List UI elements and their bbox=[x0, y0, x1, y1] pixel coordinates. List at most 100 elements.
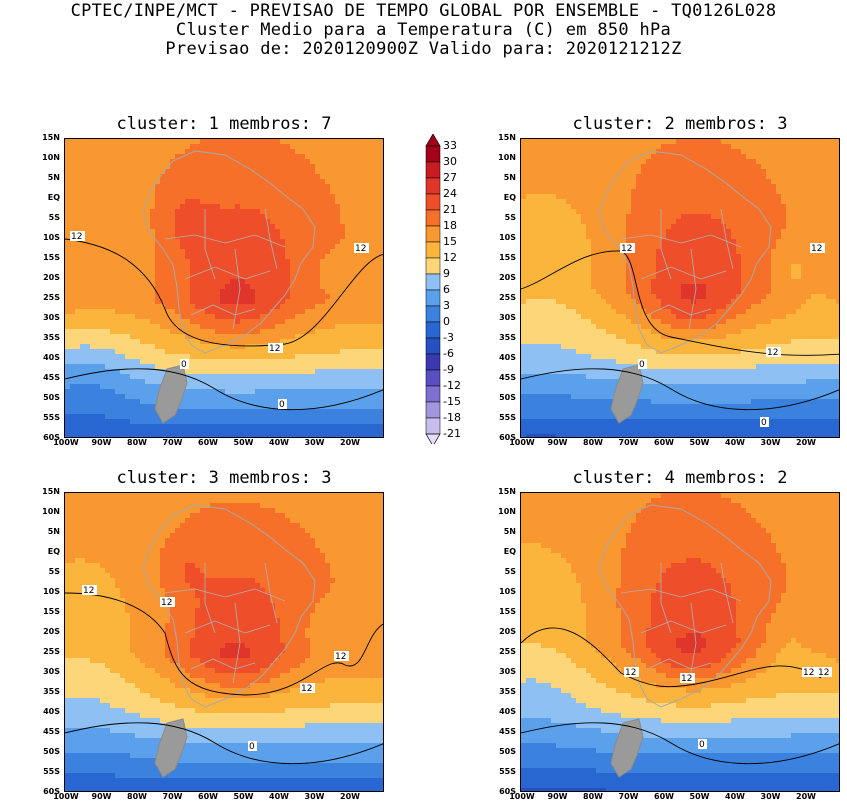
country-border bbox=[264, 562, 278, 624]
latitude-tick-label: 10S bbox=[499, 233, 516, 242]
map-panel-cluster-1: 12 12 12 0 0 bbox=[64, 138, 384, 438]
country-border bbox=[190, 658, 256, 670]
longitude-tick-label: 90W bbox=[547, 792, 568, 801]
colorbar-tick-label: 9 bbox=[443, 267, 450, 280]
country-border bbox=[720, 562, 734, 624]
latitude-tick-label: 60S bbox=[43, 787, 60, 796]
colorbar-tick-label: 24 bbox=[443, 187, 457, 200]
colorbar-swatch bbox=[425, 369, 441, 387]
colorbar-swatch bbox=[425, 305, 441, 323]
colorbar-swatch bbox=[425, 241, 441, 259]
longitude-tick-label: 40W bbox=[269, 792, 289, 801]
latitude-tick-label: 15N bbox=[42, 487, 60, 496]
longitude-tick-label: 70W bbox=[618, 792, 639, 801]
contour-label: 12 bbox=[71, 232, 82, 242]
map-panel-cluster-3: 12 12 12 12 0 bbox=[64, 492, 384, 792]
panel-title-1: cluster: 1 membros: 7 bbox=[116, 114, 332, 134]
contour-label: 12 bbox=[621, 244, 632, 254]
longitude-tick-label: 80W bbox=[583, 792, 603, 801]
panel-title-3: cluster: 3 membros: 3 bbox=[116, 468, 332, 488]
longitude-tick-label: 20W bbox=[340, 792, 360, 801]
latitude-tick-label: 55S bbox=[499, 767, 516, 776]
colorbar-swatch bbox=[425, 385, 441, 403]
latitude-tick-label: 60S bbox=[499, 433, 516, 442]
latitude-tick-label: 60S bbox=[43, 433, 60, 442]
latitude-tick-label: 5S bbox=[48, 567, 60, 576]
latitude-tick-label: 15S bbox=[43, 253, 60, 262]
contour-12C bbox=[65, 238, 383, 347]
contour-label: 12 bbox=[681, 674, 692, 684]
patagonia-landmass bbox=[610, 718, 644, 778]
contour-12C bbox=[521, 250, 839, 356]
colorbar-swatch bbox=[425, 209, 441, 227]
latitude-tick-label: 40S bbox=[499, 707, 516, 716]
longitude-tick-label: 60W bbox=[198, 792, 218, 801]
colorbar-tick-label: 21 bbox=[443, 203, 457, 216]
longitude-tick-label: 70W bbox=[162, 438, 183, 447]
longitude-tick-label: 100W bbox=[509, 792, 535, 801]
latitude-tick-label: 15N bbox=[42, 133, 60, 142]
longitude-tick-label: 90W bbox=[91, 792, 112, 801]
country-border bbox=[646, 658, 712, 670]
header-line-2: Cluster Medio para a Temperatura (C) em … bbox=[175, 20, 672, 40]
longitude-tick-label: 50W bbox=[233, 792, 254, 801]
contour-12C bbox=[521, 627, 822, 688]
latitude-tick-label: 50S bbox=[43, 747, 60, 756]
longitude-tick-label: 30W bbox=[304, 792, 325, 801]
longitude-tick-label: 50W bbox=[233, 438, 254, 447]
colorbar-swatch bbox=[425, 225, 441, 243]
longitude-tick-label: 100W bbox=[53, 438, 79, 447]
contour-label: 12 bbox=[269, 344, 280, 354]
country-border bbox=[190, 304, 256, 316]
longitude-tick-label: 90W bbox=[91, 438, 112, 447]
latitude-tick-label: 35S bbox=[499, 687, 516, 696]
latitude-tick-label: EQ bbox=[47, 547, 60, 556]
longitude-tick-label: 30W bbox=[760, 792, 781, 801]
colorbar-swatch bbox=[425, 193, 441, 211]
country-border bbox=[640, 620, 727, 634]
country-border bbox=[232, 248, 241, 330]
colorbar-swatch bbox=[425, 257, 441, 275]
latitude-tick-label: 35S bbox=[499, 333, 516, 342]
colorbar-tick-label: 33 bbox=[443, 139, 457, 152]
latitude-tick-label: 20S bbox=[43, 273, 60, 282]
longitude-tick-label: 100W bbox=[53, 792, 79, 801]
longitude-tick-label: 20W bbox=[796, 792, 816, 801]
longitude-tick-label: 70W bbox=[618, 438, 639, 447]
patagonia-landmass bbox=[154, 364, 188, 424]
colorbar-swatch bbox=[425, 145, 441, 163]
colorbar-swatch bbox=[425, 417, 441, 435]
latitude-tick-label: 30S bbox=[43, 667, 60, 676]
latitude-tick-label: EQ bbox=[47, 193, 60, 202]
latitude-tick-label: 10S bbox=[43, 587, 60, 596]
contour-label: 12 bbox=[335, 652, 346, 662]
south-america-coastline bbox=[598, 504, 772, 708]
country-border bbox=[660, 563, 672, 634]
colorbar-tick-label: -3 bbox=[443, 331, 454, 344]
header-line-3: Previsao de: 2020120900Z Valido para: 20… bbox=[165, 39, 682, 59]
longitude-tick-label: 20W bbox=[340, 438, 360, 447]
country-border bbox=[640, 266, 727, 280]
colorbar-tick-label: -6 bbox=[443, 347, 454, 360]
colorbar-upper-arrow bbox=[425, 134, 441, 147]
latitude-tick-label: 15S bbox=[499, 253, 516, 262]
colorbar-tick-label: 27 bbox=[443, 171, 457, 184]
panel-title-4: cluster: 4 membros: 2 bbox=[572, 468, 788, 488]
temperature-field: 12 12 12 12 0 bbox=[521, 493, 839, 791]
latitude-tick-label: 5N bbox=[503, 527, 516, 536]
colorbar-tick-label: -18 bbox=[443, 411, 461, 424]
latitude-tick-label: 10S bbox=[499, 587, 516, 596]
country-border bbox=[184, 266, 271, 280]
patagonia-landmass bbox=[154, 718, 188, 778]
temperature-field: 12 12 12 0 0 bbox=[65, 139, 383, 437]
colorbar-tick-label: -9 bbox=[443, 363, 454, 376]
country-border bbox=[204, 209, 216, 280]
latitude-tick-label: 30S bbox=[499, 667, 516, 676]
south-america-coastline bbox=[142, 504, 316, 708]
country-border bbox=[720, 208, 734, 270]
longitude-tick-label: 50W bbox=[689, 792, 710, 801]
contour-label: 0 bbox=[181, 360, 187, 370]
contour-label: 12 bbox=[301, 684, 312, 694]
latitude-tick-label: 40S bbox=[499, 353, 516, 362]
contour-label: 12 bbox=[355, 244, 366, 254]
